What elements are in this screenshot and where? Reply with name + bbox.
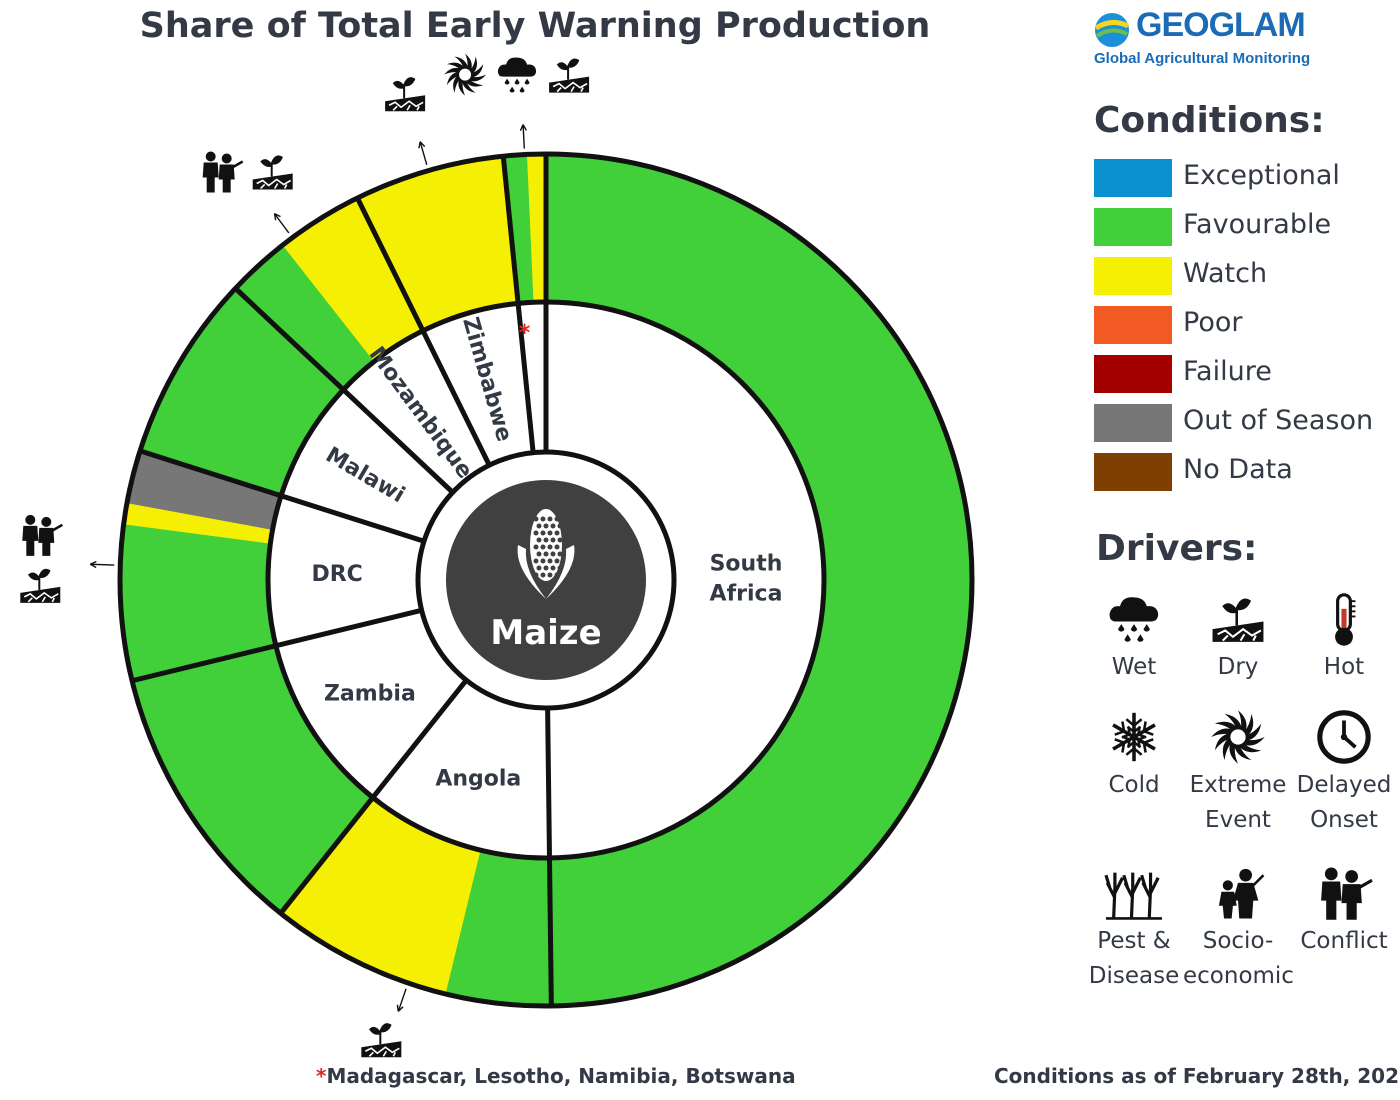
country-label: * (519, 321, 531, 346)
dry-icon (549, 58, 590, 93)
country-slice-angola (372, 680, 550, 858)
driver-legend-item: Delayed Onset (1289, 706, 1399, 838)
driver-arrow (522, 124, 525, 149)
logo-subtitle: Global Agricultural Monitoring (1094, 50, 1311, 67)
country-label: Angola (435, 767, 521, 792)
driver-label: Socio-economic (1183, 928, 1294, 989)
country-slice-zambia (275, 610, 467, 798)
legend-swatch (1094, 257, 1172, 295)
cold-icon (1112, 712, 1156, 762)
pest-disease-icon (1104, 872, 1162, 920)
legend-label: Poor (1183, 307, 1243, 338)
driver-arrow (397, 988, 407, 1012)
country-slice-south-africa (546, 302, 824, 858)
country-ring (268, 302, 824, 858)
legend-swatch (1094, 453, 1172, 491)
driver-legend-item: Conflict (1289, 862, 1399, 959)
segment-border (139, 448, 425, 544)
center-label: Maize (490, 613, 601, 653)
country-slice-malawi (281, 389, 453, 542)
driver-legend-item: Hot (1289, 588, 1399, 685)
donut-chart: South AfricaAngolaZambiaDRCMalawiMozambiq… (20, 53, 975, 1058)
delayed-onset-icon (1317, 710, 1371, 764)
chart-title: Share of Total Early Warning Production (139, 6, 931, 46)
driver-arrow (419, 141, 428, 165)
footnote: *Madagascar, Lesotho, Namibia, Botswana (316, 1064, 796, 1088)
extreme-event-icon (1211, 710, 1265, 764)
driver-arrowhead (396, 1004, 404, 1012)
conditions-date: Conditions as of February 28th, 2026 (994, 1064, 1400, 1088)
legend-label: Exceptional (1183, 160, 1340, 191)
legend-label: No Data (1183, 454, 1293, 485)
driver-legend-item: Wet (1079, 588, 1189, 685)
footnote-marker: * (316, 1064, 327, 1088)
driver-label: Cold (1108, 772, 1160, 798)
legend-swatch (1094, 208, 1172, 246)
conflict-icon (22, 514, 63, 556)
legend-swatch (1094, 355, 1172, 393)
conflict-icon (1321, 867, 1373, 920)
dry-icon (1212, 598, 1264, 642)
driver-arrowhead (418, 141, 426, 149)
country-slice-zimbabwe (422, 303, 534, 466)
driver-arrow (273, 213, 290, 234)
driver-label: Wet (1111, 654, 1157, 680)
driver-legend-item: Cold (1079, 706, 1189, 803)
segment-border (233, 286, 455, 495)
driver-label: Pest & Disease (1088, 928, 1180, 989)
conflict-icon (202, 151, 244, 193)
segment-border (131, 607, 423, 684)
legend-swatch (1094, 404, 1172, 442)
dry-icon (361, 1023, 402, 1058)
extreme-event-icon (444, 53, 487, 96)
hot-icon (1335, 593, 1356, 646)
logo-name: GEOGLAM (1136, 6, 1306, 44)
socio-economic-icon (1218, 868, 1265, 919)
driver-label: Extreme Event (1189, 772, 1287, 833)
driver-legend-item: Pest & Disease (1079, 862, 1189, 994)
driver-legend-item: Socio-economic (1183, 862, 1294, 994)
driver-label: Dry (1217, 654, 1259, 680)
center-disc: Maize (446, 480, 646, 680)
wet-icon (497, 57, 537, 93)
legend-swatch (1094, 159, 1172, 197)
segment-borders (117, 151, 975, 1009)
globe-icon (1094, 13, 1130, 47)
driver-label: Hot (1323, 654, 1365, 680)
legend-label: Failure (1183, 356, 1272, 387)
driver-arrowhead (89, 560, 97, 569)
country-slice-mozambique (343, 330, 490, 493)
driver-arrowhead (519, 124, 527, 132)
driver-legend-item: Dry (1183, 588, 1293, 685)
legend-swatch (1094, 306, 1172, 344)
legend-label: Out of Season (1183, 405, 1374, 436)
country-label: Zambia (324, 682, 416, 707)
segment-border (500, 155, 536, 453)
dry-icon (252, 155, 293, 190)
legend-label: Favourable (1183, 209, 1332, 240)
country-label: South Africa (710, 552, 783, 607)
drivers-legend-title: Drivers: (1096, 528, 1258, 569)
country-slice-other (518, 302, 546, 453)
legend-label: Watch (1183, 258, 1268, 289)
driver-arrowhead (273, 213, 281, 221)
country-slice-drc (268, 495, 425, 646)
country-label: DRC (311, 562, 362, 587)
driver-legend-item: Extreme Event (1183, 706, 1293, 838)
segment-border (278, 678, 469, 915)
driver-annotations (20, 53, 590, 1058)
segment-border (545, 707, 554, 1006)
driver-arrow (90, 563, 115, 566)
driver-label: Conflict (1300, 928, 1388, 954)
segment-border (355, 196, 492, 467)
driver-label: Delayed Onset (1296, 772, 1392, 833)
maize-icon (517, 509, 575, 599)
dry-icon (20, 568, 61, 603)
conditions-legend-title: Conditions: (1094, 100, 1325, 141)
footnote-text: Madagascar, Lesotho, Namibia, Botswana (326, 1064, 796, 1088)
geoglam-logo: GEOGLAM Global Agricultural Monitoring (1092, 6, 1392, 72)
condition-ring (119, 153, 973, 1007)
wet-icon (1109, 597, 1159, 642)
dry-icon (385, 77, 426, 112)
